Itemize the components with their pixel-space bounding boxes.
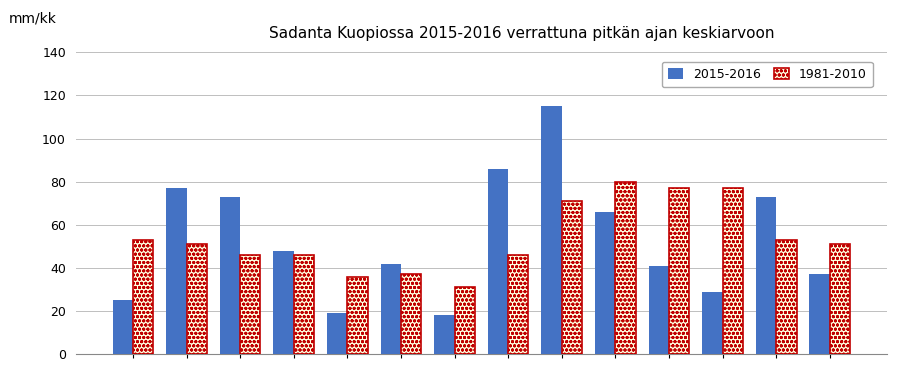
Bar [723, 188, 743, 354]
Bar [541, 106, 562, 354]
Bar [113, 300, 133, 354]
Bar [488, 169, 508, 354]
Bar [508, 255, 529, 354]
Bar [220, 197, 240, 354]
Bar [434, 315, 455, 354]
Bar [327, 313, 347, 354]
Bar [133, 240, 153, 354]
Bar [347, 277, 368, 354]
Bar [595, 212, 615, 354]
Bar [400, 274, 421, 354]
Bar [809, 274, 830, 354]
Legend: 2015-2016, 1981-2010: 2015-2016, 1981-2010 [662, 62, 872, 87]
Bar [381, 264, 400, 354]
Bar [776, 240, 796, 354]
Bar [240, 255, 261, 354]
Bar [756, 197, 776, 354]
Text: mm/kk: mm/kk [9, 11, 57, 26]
Bar [455, 287, 474, 354]
Bar [649, 266, 669, 354]
Bar [702, 292, 723, 354]
Bar [166, 188, 187, 354]
Title: Sadanta Kuopiossa 2015-2016 verrattuna pitkän ajan keskiarvoon: Sadanta Kuopiossa 2015-2016 verrattuna p… [269, 26, 775, 42]
Bar [830, 244, 850, 354]
Bar [187, 244, 207, 354]
Bar [669, 188, 689, 354]
Bar [294, 255, 314, 354]
Bar [562, 201, 582, 354]
Bar [273, 251, 294, 354]
Bar [615, 182, 636, 354]
